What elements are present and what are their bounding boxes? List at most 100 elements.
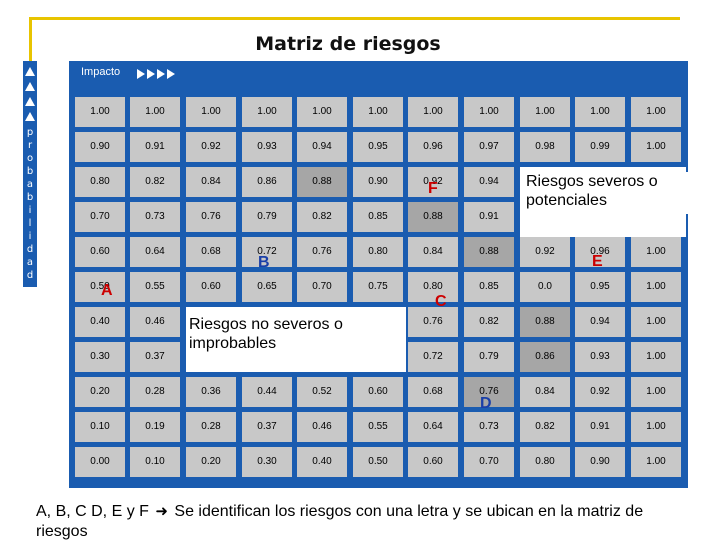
- matrix-cell: 0.97: [464, 132, 514, 162]
- marker-a: A: [101, 282, 113, 299]
- matrix-cell: 1.00: [631, 132, 681, 162]
- matrix-cell: 0.85: [464, 272, 514, 302]
- matrix-cell: 0.80: [520, 447, 570, 477]
- matrix-cell: 0.73: [464, 412, 514, 442]
- probability-letter: l: [28, 218, 32, 229]
- matrix-cell: 0.96: [408, 132, 458, 162]
- top-accent-rule: [30, 17, 680, 20]
- matrix-cell: 0.95: [575, 272, 625, 302]
- matrix-cell: 0.88: [520, 307, 570, 337]
- matrix-cell: 0.80: [75, 167, 125, 197]
- footer-caption: A, B, C D, E y F ➜ Se identifican los ri…: [36, 502, 696, 542]
- severe-risks-callout: Riesgos severos o potenciales: [522, 172, 688, 214]
- probability-letter: a: [26, 179, 34, 190]
- marker-b: B: [258, 254, 270, 271]
- matrix-cell: 0.91: [130, 132, 180, 162]
- matrix-cell: 0.84: [186, 167, 236, 197]
- matrix-cell: 1.00: [631, 342, 681, 372]
- matrix-cell: 0.92: [575, 377, 625, 407]
- matrix-cell: 0.37: [242, 412, 292, 442]
- matrix-cell: 0.98: [520, 132, 570, 162]
- matrix-cell: 0.73: [130, 202, 180, 232]
- matrix-cell: 0.76: [297, 237, 347, 267]
- matrix-cell: 0.28: [130, 377, 180, 407]
- arrow-right-icon: [157, 69, 165, 79]
- matrix-cell: 0.44: [242, 377, 292, 407]
- matrix-cell: 0.50: [75, 272, 125, 302]
- matrix-cell: 0.91: [464, 202, 514, 232]
- matrix-cell: 0.93: [242, 132, 292, 162]
- matrix-cell: 1.00: [575, 97, 625, 127]
- matrix-cell: 0.30: [75, 342, 125, 372]
- matrix-cell: 0.64: [408, 412, 458, 442]
- matrix-cell: 1.00: [631, 272, 681, 302]
- matrix-cell: 0.84: [520, 377, 570, 407]
- slide-title: Matriz de riesgos: [255, 33, 441, 55]
- matrix-cell: 0.70: [75, 202, 125, 232]
- matrix-cell: 0.90: [575, 447, 625, 477]
- matrix-cell: 0.37: [130, 342, 180, 372]
- footer-prefix: A, B, C D, E y F: [36, 503, 149, 520]
- matrix-cell: 0.70: [297, 272, 347, 302]
- matrix-cell: 0.55: [130, 272, 180, 302]
- matrix-cell: 1.00: [297, 97, 347, 127]
- matrix-cell: 0.82: [464, 307, 514, 337]
- matrix-cell: 0.94: [297, 132, 347, 162]
- matrix-cell: 1.00: [631, 412, 681, 442]
- matrix-cell: 0.79: [242, 202, 292, 232]
- matrix-cell: 1.00: [631, 377, 681, 407]
- arrow-up-icon: [25, 112, 35, 121]
- matrix-cell: 0.88: [297, 167, 347, 197]
- arrow-right-icon: [147, 69, 155, 79]
- probability-letter: a: [26, 257, 34, 268]
- matrix-cell: 0.46: [297, 412, 347, 442]
- matrix-cell: 0.80: [353, 237, 403, 267]
- impact-axis-label: Impacto: [81, 66, 121, 78]
- matrix-cell: 0.68: [186, 237, 236, 267]
- marker-c: C: [435, 293, 447, 310]
- matrix-cell: 0.82: [297, 202, 347, 232]
- matrix-cell: 0.60: [408, 447, 458, 477]
- matrix-cell: 1.00: [75, 97, 125, 127]
- matrix-cell: 0.76: [408, 307, 458, 337]
- matrix-cell: 0.96: [575, 237, 625, 267]
- arrow-right-icon: [137, 69, 145, 79]
- matrix-cell: 0.40: [75, 307, 125, 337]
- matrix-cell: 0.92: [520, 237, 570, 267]
- probability-letter: i: [28, 205, 32, 216]
- matrix-cell: 0.46: [130, 307, 180, 337]
- matrix-cell: 0.72: [242, 237, 292, 267]
- matrix-cell: 1.00: [631, 237, 681, 267]
- marker-e: E: [592, 253, 603, 270]
- matrix-cell: 0.90: [353, 167, 403, 197]
- probability-letter: r: [27, 140, 33, 151]
- probability-letter: p: [26, 127, 34, 138]
- marker-d: D: [480, 395, 492, 412]
- probability-letter: b: [26, 166, 34, 177]
- arrow-up-icon: [25, 82, 35, 91]
- matrix-cell: 0.90: [75, 132, 125, 162]
- matrix-cell: 0.50: [353, 447, 403, 477]
- matrix-cell: 1.00: [464, 97, 514, 127]
- matrix-cell: 0.76: [186, 202, 236, 232]
- matrix-cell: 0.76: [464, 377, 514, 407]
- matrix-cell: 1.00: [408, 97, 458, 127]
- matrix-cell: 0.88: [464, 237, 514, 267]
- probability-letter: d: [26, 244, 34, 255]
- matrix-cell: 1.00: [520, 97, 570, 127]
- matrix-cell: 0.30: [242, 447, 292, 477]
- matrix-cell: 1.00: [130, 97, 180, 127]
- probability-letter: i: [28, 231, 32, 242]
- matrix-cell: 0.75: [353, 272, 403, 302]
- matrix-cell: 0.28: [186, 412, 236, 442]
- matrix-cell: 0.84: [408, 237, 458, 267]
- matrix-cell: 0.00: [75, 447, 125, 477]
- matrix-cell: 0.64: [130, 237, 180, 267]
- matrix-cell: 1.00: [631, 307, 681, 337]
- matrix-cell: 0.60: [186, 272, 236, 302]
- matrix-cell: 1.00: [631, 97, 681, 127]
- matrix-cell: 0.92: [408, 167, 458, 197]
- matrix-cell: 0.95: [353, 132, 403, 162]
- matrix-cell: 0.10: [75, 412, 125, 442]
